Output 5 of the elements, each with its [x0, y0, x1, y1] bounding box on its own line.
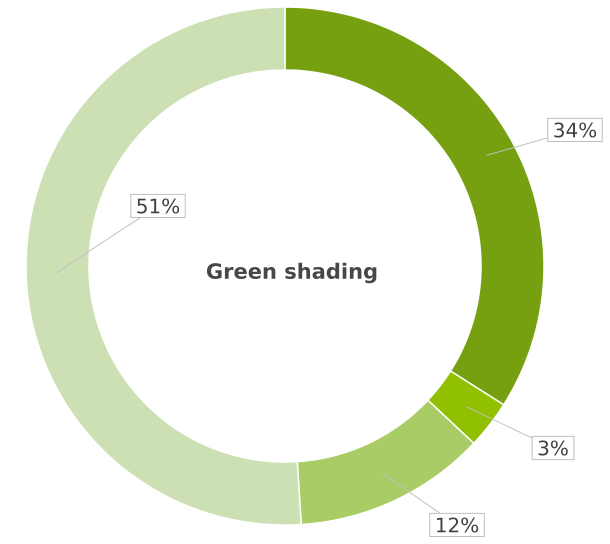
- data-label: 34%: [554, 122, 596, 138]
- data-label: 3%: [538, 440, 568, 456]
- text: Green shading: [206, 262, 376, 284]
- data-label: 51%: [137, 198, 180, 214]
- data-label: 12%: [436, 517, 478, 533]
